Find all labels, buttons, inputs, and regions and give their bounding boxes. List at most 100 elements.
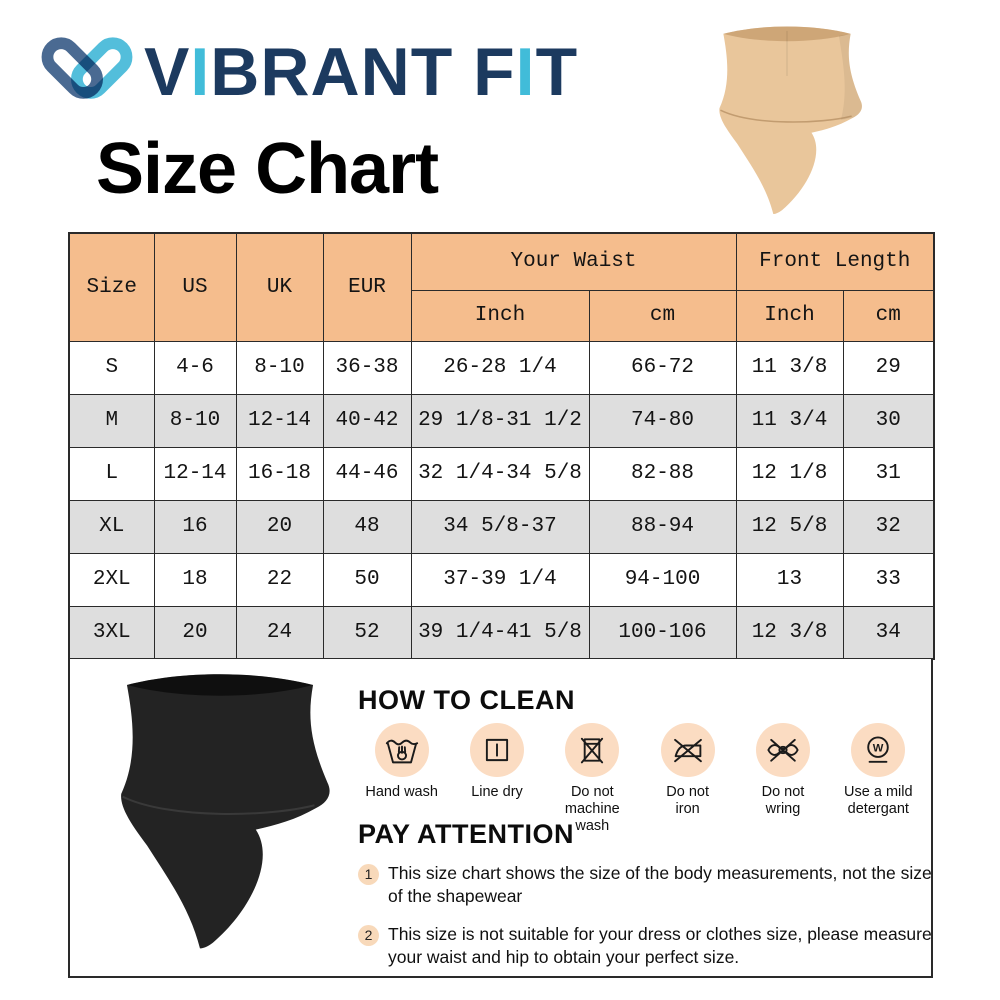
table-group-header-cell: Your Waist (410, 232, 737, 291)
do-not-machine-wash-icon (565, 723, 620, 777)
care-item: Hand wash (354, 723, 449, 835)
table-cell: 31 (842, 446, 935, 501)
table-cell: 11 3/8 (735, 340, 844, 395)
table-cell: 20 (153, 605, 237, 660)
page-title: Size Chart (96, 129, 439, 209)
table-subheader-cell: cm (588, 289, 737, 342)
table-row: L 12-14 16-18 44-46 32 1/4-34 5/8 82-88 12 1/8… (68, 446, 935, 501)
table-cell: 40-42 (322, 393, 412, 448)
table-header-cell: EUR (322, 232, 412, 342)
brand-letter: T (535, 34, 579, 110)
table-cell: 36-38 (322, 340, 412, 395)
beige-shapewear-image (719, 26, 862, 214)
table-row: S 4-6 8-10 36-38 26-28 1/4 66-72 11 3/8 29 (68, 340, 935, 395)
care-item-label: Do not wring (761, 784, 805, 818)
table-cell: 94-100 (588, 552, 737, 607)
care-item-label: Hand wash (365, 784, 438, 800)
table-row: 3XL 20 24 52 39 1/4-41 5/8 100-106 12 3/8 34 (68, 605, 935, 660)
table-header-cell: UK (235, 232, 324, 342)
table-cell: 66-72 (588, 340, 737, 395)
table-row: 2XL 18 22 50 37-39 1/4 94-100 13 33 (68, 552, 935, 607)
table-cell: 16-18 (235, 446, 324, 501)
brand-letter-accent: I (515, 34, 536, 110)
table-header-cell: Size (68, 232, 155, 342)
table-subheader-cell: Inch (410, 289, 590, 342)
care-item: Do not machine wash (545, 723, 640, 835)
brand-letter-accent: I (190, 34, 211, 110)
brand-letter: BRANT F (210, 34, 516, 110)
care-item: W Use a mild detergant (831, 723, 926, 835)
table-cell: 82-88 (588, 446, 737, 501)
care-item: Do not iron (640, 723, 735, 835)
table-cell: 24 (235, 605, 324, 660)
table-cell: 33 (842, 552, 935, 607)
hand-wash-icon (374, 723, 429, 777)
table-cell: 29 1/8-31 1/2 (410, 393, 590, 448)
mild-detergent-icon: W (851, 723, 906, 777)
table-row: XL 16 20 48 34 5/8-37 88-94 12 5/8 32 (68, 499, 935, 554)
care-item: Do not wring (735, 723, 830, 835)
table-cell: 20 (235, 499, 324, 554)
table-header-row: Size US UK EUR Your Waist Front Length (68, 232, 935, 342)
table-cell: 34 5/8-37 (410, 499, 590, 554)
table-cell: L (68, 446, 155, 501)
table-cell: 39 1/4-41 5/8 (410, 605, 590, 660)
table-subheader-cell: Inch (735, 289, 844, 342)
table-cell: 29 (842, 340, 935, 395)
table-cell: 34 (842, 605, 935, 660)
line-dry-icon (469, 723, 524, 777)
care-item-label: Do not machine wash (564, 784, 620, 835)
table-cell: 88-94 (588, 499, 737, 554)
brand-name: VIBRANT FIT (144, 26, 578, 118)
care-item-label: Line dry (471, 784, 523, 800)
do-not-iron-icon (660, 723, 715, 777)
attention-note: 2 This size is not suitable for your dres… (358, 923, 936, 969)
table-cell: 44-46 (322, 446, 412, 501)
table-cell: 18 (153, 552, 237, 607)
size-table-body: S 4-6 8-10 36-38 26-28 1/4 66-72 11 3/8 29 M 8-10… (68, 340, 935, 660)
table-cell: 11 3/4 (735, 393, 844, 448)
brand-letter: V (144, 34, 191, 110)
table-cell: 37-39 1/4 (410, 552, 590, 607)
black-shapewear-image (121, 674, 330, 949)
care-item-label: Do not iron (666, 784, 710, 818)
table-subheader-cell: cm (842, 289, 935, 342)
table-cell: 32 1/4-34 5/8 (410, 446, 590, 501)
brand-logo-icon (41, 37, 133, 99)
size-table: Size US UK EUR Your Waist Front Length Inch cm I… (68, 232, 936, 660)
table-cell: 8-10 (235, 340, 324, 395)
table-cell: 12-14 (153, 446, 237, 501)
table-cell: 12-14 (235, 393, 324, 448)
table-cell: 74-80 (588, 393, 737, 448)
table-cell: 12 5/8 (735, 499, 844, 554)
table-cell: XL (68, 499, 155, 554)
table-cell: 2XL (68, 552, 155, 607)
care-info-box: HOW TO CLEAN Hand wash Line dry Do not mac… (68, 659, 933, 978)
table-cell: 12 1/8 (735, 446, 844, 501)
note-text: This size is not suitable for your dress… (388, 924, 932, 968)
attention-notes: 1 This size chart shows the size of the b… (358, 862, 936, 969)
table-cell: 8-10 (153, 393, 237, 448)
table-cell: 52 (322, 605, 412, 660)
care-heading: HOW TO CLEAN (358, 685, 575, 715)
table-cell: 22 (235, 552, 324, 607)
table-cell: 12 3/8 (735, 605, 844, 660)
table-cell: 32 (842, 499, 935, 554)
svg-text:W: W (873, 742, 884, 754)
do-not-wring-icon (755, 723, 810, 777)
care-item-label: Use a mild detergant (844, 784, 913, 818)
note-text: This size chart shows the size of the bo… (388, 863, 932, 907)
table-header-cell: US (153, 232, 237, 342)
care-item: Line dry (449, 723, 544, 835)
attention-heading: PAY ATTENTION (358, 819, 575, 849)
note-number-badge: 2 (358, 925, 379, 947)
size-table-head: Size US UK EUR Your Waist Front Length Inch cm I… (68, 232, 935, 342)
table-group-header-cell: Front Length (735, 232, 935, 291)
table-cell: 26-28 1/4 (410, 340, 590, 395)
table-cell: S (68, 340, 155, 395)
table-cell: 48 (322, 499, 412, 554)
table-cell: 4-6 (153, 340, 237, 395)
table-cell: 16 (153, 499, 237, 554)
table-cell: 50 (322, 552, 412, 607)
